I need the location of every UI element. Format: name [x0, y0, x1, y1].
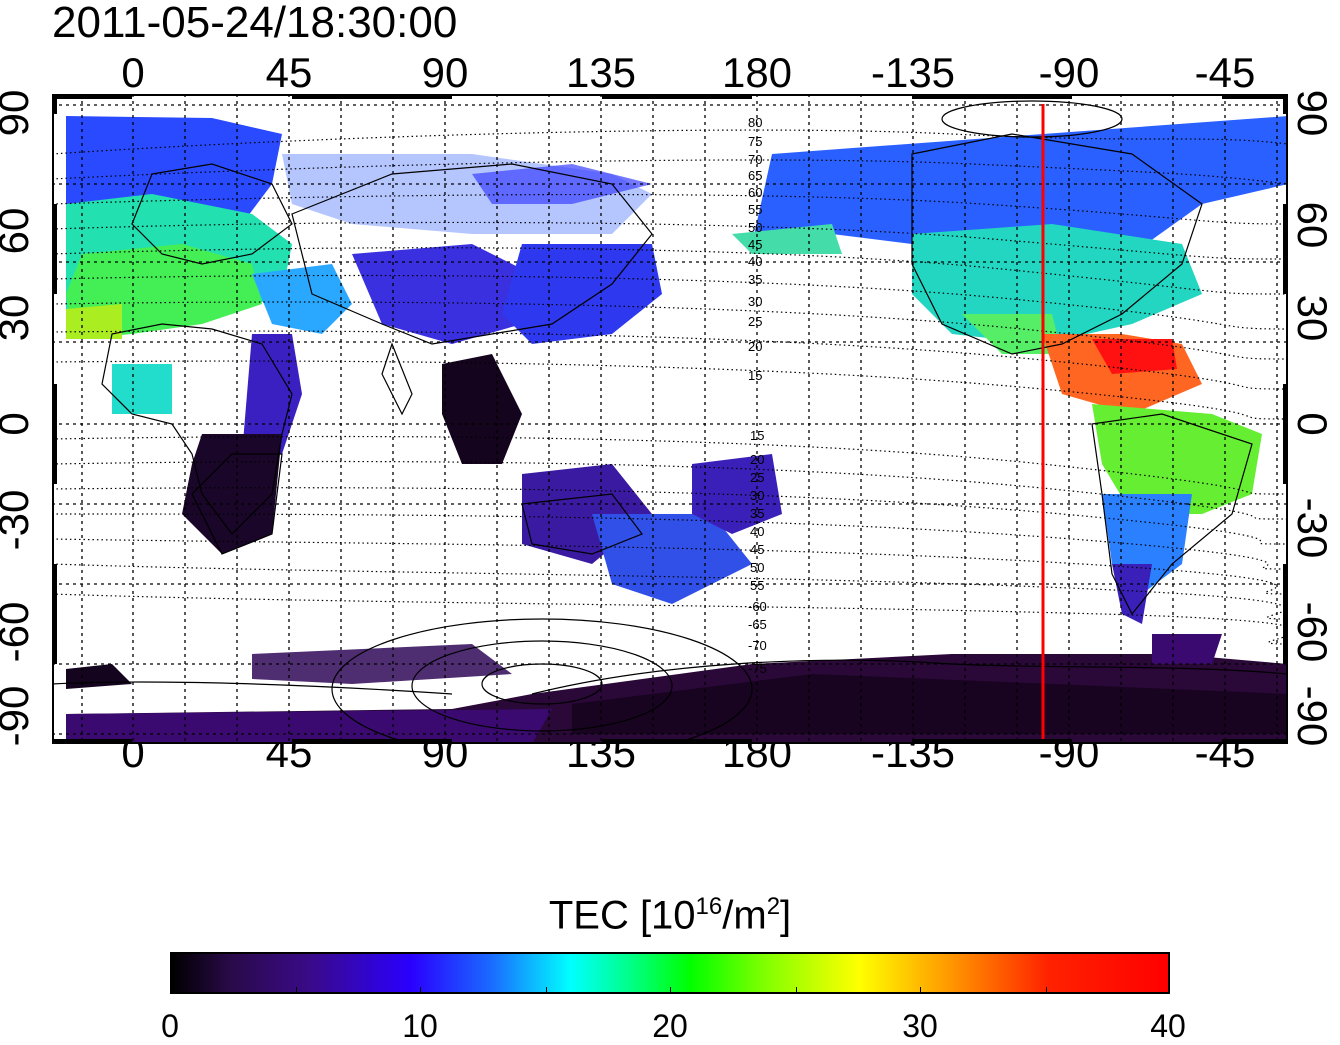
- contour-label: 45: [750, 542, 764, 557]
- contour-label: -60: [748, 599, 767, 614]
- contour-label: 60: [748, 185, 762, 200]
- colorbar-tick: 30: [902, 1008, 938, 1044]
- right-lat-tick: -30: [1289, 497, 1336, 559]
- contour-label: 15: [748, 368, 762, 383]
- contour-label: 35: [748, 272, 762, 287]
- right-lat-tick: -60: [1289, 601, 1336, 663]
- left-lat-tick: 90: [0, 89, 37, 137]
- colorbar-title: TEC [1016/m2]: [0, 893, 1340, 938]
- colorbar-tick: 10: [402, 1008, 438, 1044]
- contour-label: 40: [748, 254, 762, 269]
- contour-label: 25: [750, 470, 764, 485]
- contour-label: 65: [748, 168, 762, 183]
- contour-label: -70: [748, 638, 767, 653]
- top-lon-tick: -135: [870, 49, 956, 96]
- contour-labels: 80 75 70 65 60 55 50 45 40 35 30 25 20 1…: [748, 115, 767, 676]
- contour-label: 45: [748, 237, 762, 252]
- contour-label: -75: [748, 661, 767, 676]
- left-lat-tick: -30: [0, 489, 37, 551]
- graticule: [52, 94, 1288, 744]
- right-lat-tick: 60: [1289, 201, 1336, 249]
- colorbar-title-exponent-2: 2: [766, 893, 781, 920]
- colorbar-title-mid: /m: [722, 893, 767, 938]
- colorbar-tick: 40: [1150, 1008, 1186, 1044]
- left-lat-tick: 60: [0, 207, 37, 255]
- contour-label: 35: [750, 506, 764, 521]
- contour-label: 40: [750, 524, 764, 539]
- top-lon-tick: -90: [1038, 49, 1100, 96]
- contour-label: 55: [750, 578, 764, 593]
- contour-label: 30: [748, 294, 762, 309]
- top-lon-tick: 45: [265, 49, 313, 96]
- contour-label: -65: [748, 617, 767, 632]
- colorbar-tick: 20: [652, 1008, 688, 1044]
- contour-label: 30: [750, 488, 764, 503]
- right-lat-tick: -90: [1289, 685, 1336, 747]
- colorbar-title-suffix: ]: [780, 893, 792, 938]
- tec-data-layer: [66, 116, 1288, 744]
- contour-label: 15: [750, 428, 764, 443]
- contour-label: 80: [748, 115, 762, 130]
- tec-map: 80 75 70 65 60 55 50 45 40 35 30 25 20 1…: [52, 94, 1288, 744]
- left-lat-tick: 0: [0, 412, 37, 435]
- top-lon-tick: 135: [565, 49, 637, 96]
- frame-ticks: [52, 94, 1288, 744]
- colorbar-title-prefix: TEC [10: [548, 893, 696, 938]
- top-lon-tick: 0: [121, 49, 145, 96]
- colorbar-tick: 0: [161, 1008, 179, 1044]
- contour-label: 70: [748, 152, 762, 167]
- right-lat-tick: 0: [1289, 412, 1336, 436]
- left-lat-tick: 30: [0, 294, 37, 342]
- left-lat-tick: -60: [0, 601, 37, 663]
- contour-label: 55: [748, 202, 762, 217]
- magnetic-contours: [52, 129, 1288, 645]
- right-lat-tick: 90: [1289, 89, 1336, 137]
- coastlines: [52, 133, 1288, 695]
- left-lat-tick: -90: [0, 685, 37, 747]
- top-lon-tick: -45: [1194, 49, 1256, 96]
- contour-label: 25: [748, 314, 762, 329]
- top-lon-tick: 180: [721, 49, 793, 96]
- contour-label: 50: [750, 560, 764, 575]
- colorbar-title-exponent: 16: [695, 893, 723, 920]
- map-title: 2011-05-24/18:30:00: [52, 0, 458, 47]
- top-lon-tick: 90: [421, 49, 469, 96]
- right-lat-tick: 30: [1289, 294, 1336, 342]
- contour-label: 50: [748, 220, 762, 235]
- contour-label: 20: [750, 452, 764, 467]
- contour-label: 20: [748, 339, 762, 354]
- contour-label: 75: [748, 134, 762, 149]
